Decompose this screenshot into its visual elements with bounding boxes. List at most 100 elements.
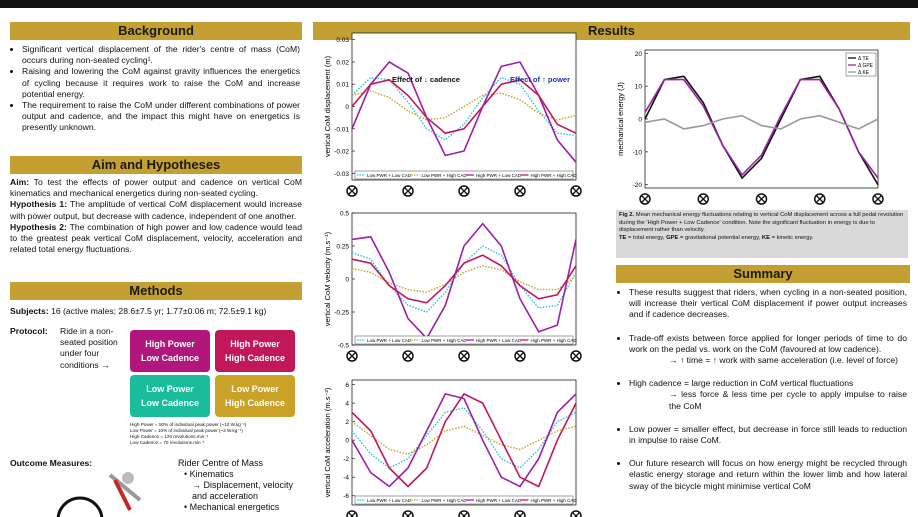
y-tick-label: 2	[345, 419, 349, 426]
plot-frame	[351, 212, 577, 346]
condition-box: Low Power Low Cadence	[130, 375, 210, 417]
y-tick-label: 6	[345, 382, 349, 389]
text: High Power	[230, 339, 280, 349]
legend-box	[354, 335, 574, 345]
crank-icon	[570, 350, 582, 362]
chart: -20 -10 0 10 20 mechanical energy (J) Δ TEΔ GP…	[616, 49, 884, 205]
bullet: Low power = smaller effect, but decrease…	[629, 424, 907, 446]
annotation: Effect of ↑ power	[510, 75, 570, 84]
text: These results suggest that riders, when …	[629, 287, 907, 320]
y-axis-label: vertical CoM acceleration (m.s⁻²)	[323, 387, 332, 497]
legend-box	[354, 495, 574, 505]
series-line	[351, 254, 577, 304]
crank-icon	[404, 352, 412, 360]
text: Mechanical energetics	[189, 502, 280, 512]
footnotes: High Power = 50% of individual peak powe…	[130, 422, 300, 446]
crank-icon	[346, 510, 358, 517]
crank-icon	[404, 187, 412, 195]
crank-icon	[814, 193, 826, 205]
text: High cadence = large reduction in CoM ve…	[629, 378, 854, 389]
text: Low Cadence	[140, 353, 199, 363]
y-tick-label: 0.03	[336, 37, 349, 44]
y-tick-label: 0	[638, 117, 642, 124]
crank-icon	[516, 512, 524, 517]
crank-icon	[872, 193, 884, 205]
crank-icon	[458, 510, 470, 517]
y-axis-label: mechanical energy (J)	[616, 82, 625, 156]
crank-icon	[639, 193, 651, 205]
legend-label: High PWR + Low CAD	[476, 173, 522, 178]
section-header: Aim and Hypotheses	[10, 156, 302, 174]
condition-box: High Power Low Cadence	[130, 330, 210, 372]
series-line	[351, 78, 577, 135]
crank-icon	[641, 195, 649, 203]
crank-icon	[757, 195, 766, 203]
crank-icon	[402, 350, 414, 362]
crank-icon	[516, 187, 524, 195]
crank-icon	[348, 512, 356, 517]
label: Subjects:	[10, 306, 49, 316]
footnote: High Cadence = 120 revolutions.min⁻¹	[130, 434, 209, 439]
text: The combination of high power and low ca…	[10, 221, 302, 255]
y-tick-label: -0.03	[334, 171, 349, 178]
label: Protocol:	[10, 326, 48, 336]
y-tick-label: 0.5	[340, 211, 349, 218]
condition-box: Low Power High Cadence	[215, 375, 295, 417]
text: Mean mechanical energy fluctuations rela…	[619, 212, 904, 234]
crank-icon	[404, 512, 412, 517]
crank-icon	[699, 195, 708, 203]
y-tick-label: 0	[345, 438, 349, 445]
section-header: Methods	[10, 282, 302, 300]
series-line	[644, 114, 879, 130]
legend-label: High PWR + High CAD	[531, 338, 578, 343]
text: Ride in a non-seated position under four…	[60, 326, 118, 370]
legend-box	[845, 52, 877, 77]
text: To test the effects of power output and …	[10, 177, 302, 199]
crank-icon	[460, 352, 468, 360]
bullet: Significant vertical displacement of the…	[22, 44, 300, 66]
legend-label: Low PWR + High CAD	[422, 338, 468, 343]
outcome-list: Rider Centre of Mass • Kinematics → Disp…	[178, 458, 303, 513]
annotation: Effect of ↓ cadence	[392, 75, 460, 84]
text: = total energy,	[626, 234, 667, 241]
text: Trade-off exists between force applied f…	[629, 332, 907, 354]
footnote: Low Cadence = 70 revolutions.min⁻¹	[130, 440, 205, 445]
term: GPE	[666, 234, 679, 241]
bullet: High cadence = large reduction in CoM ve…	[629, 378, 907, 412]
crank-icon	[572, 187, 580, 195]
bullet: Raising and lowering the CoM against gra…	[22, 66, 300, 100]
text: Low Cadence	[140, 398, 199, 408]
y-tick-label: -2	[343, 456, 349, 463]
figure-caption: Fig 2. Mean mechanical energy fluctuatio…	[616, 210, 908, 258]
legend-label: Low PWR + Low CAD	[367, 498, 412, 503]
crank-icon	[755, 193, 768, 205]
crank-icon	[460, 512, 468, 517]
crank-icon	[346, 350, 358, 362]
y-axis-label: vertical CoM displacement (m)	[323, 55, 332, 157]
crank-icon	[460, 187, 468, 195]
crank-icon	[346, 185, 358, 197]
bullet: These results suggest that riders, when …	[629, 287, 907, 321]
y-tick-label: -0.01	[334, 126, 349, 133]
crank-icon	[514, 185, 526, 197]
text: 16 (active males; 28.6±7.5 yr; 1.77±0.06…	[51, 306, 267, 316]
y-tick-label: -4	[343, 475, 349, 482]
condition-box: High Power High Cadence	[215, 330, 295, 372]
crank-icon	[402, 185, 414, 197]
paragraph: Hypothesis 2: The combination of high po…	[10, 222, 302, 256]
crank-icon	[572, 512, 580, 517]
text: Our future research will focus on how en…	[629, 458, 907, 491]
label: Hypothesis 2:	[10, 221, 67, 232]
y-tick-label: 10	[635, 84, 643, 91]
y-tick-label: -6	[343, 493, 349, 500]
text: High Power	[145, 339, 195, 349]
legend-label: High PWR + Low CAD	[476, 338, 522, 343]
crank-icon	[458, 185, 470, 197]
top-strip	[0, 0, 918, 8]
bullet: The requirement to raise the CoM under d…	[22, 100, 300, 134]
legend-label: High PWR + High CAD	[531, 498, 578, 503]
chart: -0.5 -0.25 0 0.25 0.5 vertical CoM velocity (…	[323, 211, 582, 362]
chart: -6 -4 -2 0 2 4 6 vertical CoM acceleration (m.s…	[323, 379, 582, 517]
crank-icon	[514, 510, 526, 517]
crank-icon	[402, 510, 414, 517]
